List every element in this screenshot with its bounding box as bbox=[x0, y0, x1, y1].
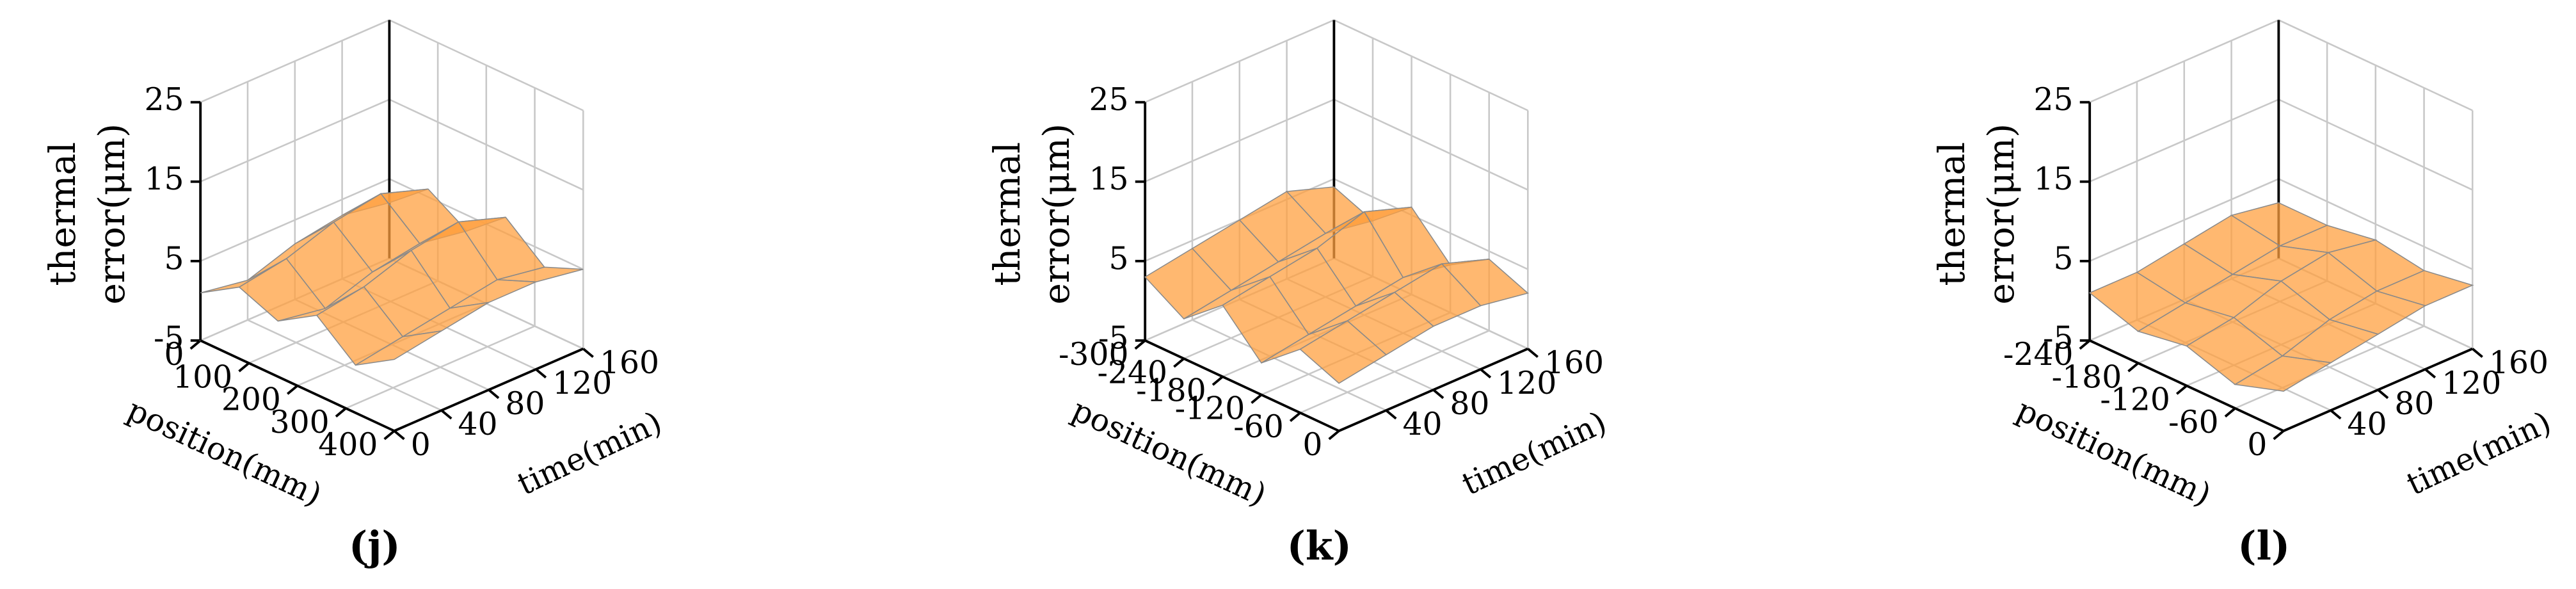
tick-mark bbox=[189, 339, 202, 350]
tick-mark bbox=[1289, 412, 1301, 423]
x-tick-label: -180 bbox=[2052, 359, 2122, 395]
x-tick-label: -120 bbox=[1175, 391, 1245, 427]
grid-line bbox=[200, 98, 584, 191]
z-axis-title: error(μm) bbox=[92, 124, 133, 305]
axis-line bbox=[200, 339, 395, 432]
tick-mark bbox=[2079, 339, 2091, 350]
grid-line bbox=[246, 81, 442, 412]
y-tick-label: 80 bbox=[1450, 385, 1489, 422]
grid-line bbox=[1191, 81, 1387, 412]
tick-mark bbox=[535, 368, 547, 379]
tick-mark bbox=[1134, 339, 1146, 350]
y-tick-label: 160 bbox=[600, 344, 659, 381]
grid-line bbox=[1144, 98, 1528, 191]
tick-mark bbox=[383, 430, 396, 440]
z-tick-label: 15 bbox=[2033, 161, 2073, 197]
x-tick-label: 400 bbox=[318, 426, 378, 463]
tick-mark bbox=[2330, 409, 2342, 420]
z-tick-label: 25 bbox=[1089, 81, 1128, 118]
tick-mark bbox=[2175, 384, 2188, 395]
y-tick-label: 160 bbox=[1544, 344, 1604, 381]
tick-mark bbox=[335, 407, 347, 418]
y-tick-label: 40 bbox=[1403, 406, 1443, 442]
tick-mark bbox=[2273, 430, 2285, 440]
y-tick-label: 80 bbox=[2394, 385, 2434, 422]
tick-mark bbox=[2224, 407, 2236, 418]
x-tick-label: -240 bbox=[1098, 354, 1168, 391]
tick-mark bbox=[1251, 394, 1263, 404]
tick-mark bbox=[1212, 375, 1224, 386]
x-tick-label: -180 bbox=[1136, 373, 1206, 409]
tick-mark bbox=[286, 384, 298, 395]
tick-mark bbox=[393, 430, 405, 440]
y-tick-label: 120 bbox=[2442, 365, 2501, 401]
tick-mark bbox=[440, 409, 452, 420]
z-tick-label: 15 bbox=[1089, 161, 1128, 197]
tick-mark bbox=[2377, 389, 2389, 399]
z-tick-label: 5 bbox=[164, 240, 184, 277]
z-tick-label: -5 bbox=[2043, 319, 2074, 356]
tick-mark bbox=[1480, 368, 1492, 379]
tick-mark bbox=[1432, 389, 1444, 399]
tick-mark bbox=[1328, 430, 1340, 440]
y-tick-label: 40 bbox=[458, 406, 498, 442]
tick-mark bbox=[1527, 348, 1539, 359]
surface-patch bbox=[355, 330, 442, 366]
axis-line bbox=[1338, 347, 1529, 432]
y-tick-label: 120 bbox=[552, 365, 612, 401]
panel-label: (k) bbox=[1287, 522, 1352, 569]
x-tick-label: -60 bbox=[1233, 408, 1284, 445]
panel-label: (l) bbox=[2237, 522, 2290, 569]
z-tick-label: 5 bbox=[1108, 240, 1128, 277]
x-tick-label: -240 bbox=[2003, 336, 2074, 373]
axis-line bbox=[2089, 339, 2284, 432]
axis-line bbox=[2283, 347, 2474, 432]
grid-line bbox=[2089, 98, 2473, 191]
z-tick-label: -5 bbox=[1098, 319, 1129, 356]
x-tick-label: 0 bbox=[1302, 426, 1322, 463]
y-tick-label: 80 bbox=[505, 385, 545, 422]
z-axis-title: thermal bbox=[42, 142, 84, 286]
y-tick-label: 160 bbox=[2489, 344, 2548, 381]
z-tick-label: 25 bbox=[2033, 81, 2073, 118]
tick-mark bbox=[2424, 368, 2436, 379]
x-tick-label: 0 bbox=[164, 336, 184, 373]
surface-patch bbox=[2234, 355, 2333, 392]
tick-mark bbox=[1173, 357, 1185, 368]
grid-line bbox=[200, 19, 584, 111]
tick-mark bbox=[2127, 362, 2140, 373]
tick-mark bbox=[2472, 348, 2483, 359]
axis-line bbox=[1144, 339, 1340, 432]
tick-mark bbox=[488, 389, 500, 399]
x-tick-label: 100 bbox=[173, 359, 232, 395]
z-axis-title: thermal bbox=[987, 142, 1028, 286]
x-tick-label: 300 bbox=[270, 404, 330, 440]
axis-line bbox=[394, 347, 584, 432]
grid-line bbox=[1144, 19, 1528, 111]
z-tick-label: -5 bbox=[154, 319, 184, 356]
x-tick-label: -60 bbox=[2168, 404, 2219, 440]
x-tick-label: -300 bbox=[1059, 336, 1129, 373]
y-tick-label: 120 bbox=[1497, 365, 1556, 401]
x-tick-label: -120 bbox=[2100, 382, 2170, 418]
tick-mark bbox=[1385, 409, 1397, 420]
z-tick-label: 25 bbox=[144, 81, 184, 118]
z-axis-title: error(μm) bbox=[1036, 124, 1078, 305]
surface-patch bbox=[1299, 320, 1388, 384]
y-tick-label: 40 bbox=[2348, 406, 2387, 442]
tick-mark bbox=[582, 348, 594, 359]
z-axis-title: error(μm) bbox=[1981, 124, 2022, 305]
tick-mark bbox=[238, 362, 250, 373]
z-tick-label: 15 bbox=[144, 161, 184, 197]
x-tick-label: 0 bbox=[2247, 426, 2267, 463]
z-axis-title: thermal bbox=[1932, 142, 1973, 286]
y-tick-label: 0 bbox=[411, 426, 431, 463]
z-tick-label: 5 bbox=[2053, 240, 2073, 277]
x-tick-label: 200 bbox=[221, 382, 281, 418]
panel-label: (j) bbox=[349, 522, 401, 569]
grid-line bbox=[2089, 19, 2473, 111]
